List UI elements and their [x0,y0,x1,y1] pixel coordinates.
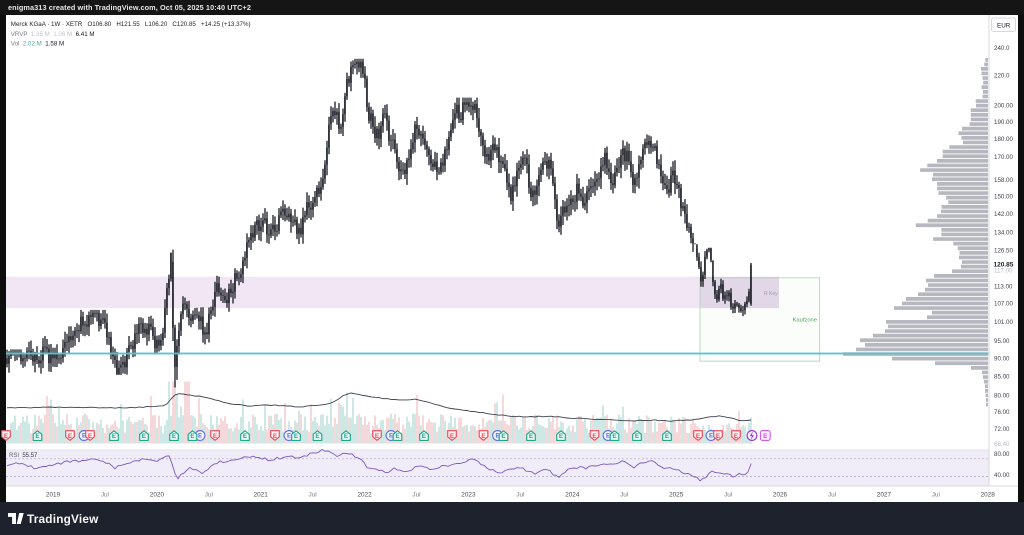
svg-text:Vol 2.02 M 1.58 M: Vol 2.02 M 1.58 M [11,40,64,47]
svg-text:Jul: Jul [101,491,109,498]
svg-text:E: E [243,433,247,440]
svg-text:Jul: Jul [516,491,524,498]
svg-text:E: E [213,433,217,440]
svg-text:E: E [734,433,738,440]
svg-text:VRVP 1.35 M 1.06 M 6.41 M: VRVP 1.35 M 1.06 M 6.41 M [11,31,95,38]
svg-text:107.00: 107.00 [994,301,1013,308]
svg-text:E: E [287,434,291,440]
svg-text:158.00: 158.00 [994,177,1013,184]
svg-text:40.00: 40.00 [994,472,1010,479]
svg-text:E: E [344,433,348,440]
svg-text:E: E [273,433,277,440]
svg-text:150.00: 150.00 [994,194,1013,201]
svg-text:E: E [375,433,379,440]
svg-text:68.40: 68.40 [994,441,1010,448]
svg-text:170.00: 170.00 [994,154,1013,161]
svg-text:E: E [422,433,426,440]
svg-text:Kaufzone: Kaufzone [793,317,818,323]
svg-text:Jul: Jul [309,491,317,498]
svg-text:2025: 2025 [669,491,684,498]
svg-text:E: E [450,433,454,440]
svg-text:E: E [389,434,393,440]
svg-text:190.00: 190.00 [994,119,1013,126]
svg-text:E: E [635,433,639,440]
svg-text:E: E [198,434,202,440]
svg-text:76.00: 76.00 [994,409,1010,416]
svg-text:E: E [82,434,86,440]
svg-text:180.00: 180.00 [994,136,1013,143]
svg-text:R Key: R Key [764,291,778,297]
svg-text:2020: 2020 [150,491,165,498]
svg-text:126.50: 126.50 [994,248,1013,255]
svg-text:E: E [763,433,768,440]
svg-text:Jul: Jul [932,491,940,498]
svg-text:113.00: 113.00 [994,283,1013,290]
svg-text:E: E [501,433,505,440]
svg-text:E: E [709,434,713,440]
svg-text:E: E [559,433,563,440]
svg-text:E: E [606,434,610,440]
svg-text:EUR: EUR [997,22,1011,29]
svg-text:Merck KGaA · 1W · XETR O106.: Merck KGaA · 1W · XETR O106.80 H121.55 L… [11,21,251,28]
svg-text:E: E [35,433,39,440]
svg-text:142.00: 142.00 [994,211,1013,218]
svg-text:120.85: 120.85 [994,262,1014,269]
svg-text:RSI 55.57: RSI 55.57 [9,453,38,459]
svg-text:85.00: 85.00 [994,373,1010,380]
svg-text:E: E [190,433,194,440]
svg-text:72.00: 72.00 [994,426,1010,433]
svg-text:Jul: Jul [828,491,836,498]
svg-text:E: E [696,433,700,440]
svg-text:2028: 2028 [981,491,996,498]
svg-text:E: E [315,433,319,440]
svg-text:101.00: 101.00 [994,319,1013,326]
svg-text:Jul: Jul [412,491,420,498]
svg-text:95.00: 95.00 [994,338,1010,345]
svg-text:E: E [592,433,596,440]
svg-text:90.00: 90.00 [994,355,1010,362]
svg-text:E: E [495,434,499,440]
svg-text:E: E [529,433,533,440]
svg-text:2022: 2022 [357,491,372,498]
svg-text:Jul: Jul [724,491,732,498]
svg-text:Jul: Jul [205,491,213,498]
svg-text:E: E [481,433,485,440]
svg-text:E: E [294,433,298,440]
svg-text:E: E [395,433,399,440]
svg-text:E: E [88,433,92,440]
svg-text:117.00: 117.00 [994,267,1013,274]
svg-text:E: E [4,433,8,440]
svg-text:2024: 2024 [565,491,580,498]
svg-text:E: E [665,433,669,440]
svg-text:220.0: 220.0 [994,73,1010,80]
svg-text:2019: 2019 [46,491,61,498]
svg-text:E: E [172,433,176,440]
svg-text:240.0: 240.0 [994,45,1010,52]
svg-text:E: E [612,433,616,440]
svg-text:2021: 2021 [254,491,269,498]
svg-text:134.00: 134.00 [994,229,1013,236]
svg-text:E: E [68,433,72,440]
svg-text:2026: 2026 [773,491,788,498]
svg-text:E: E [112,433,116,440]
svg-text:E: E [716,433,720,440]
svg-text:E: E [142,433,146,440]
svg-text:80.00: 80.00 [994,451,1010,458]
svg-text:80.00: 80.00 [994,393,1010,400]
svg-text:2027: 2027 [877,491,892,498]
svg-text:2023: 2023 [461,491,476,498]
svg-text:200.00: 200.00 [994,103,1013,110]
svg-text:Jul: Jul [620,491,628,498]
